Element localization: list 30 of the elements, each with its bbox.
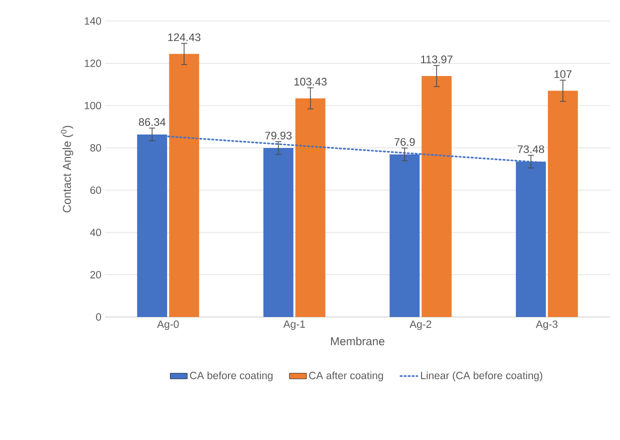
x-tick-label: Ag-1 <box>283 320 305 330</box>
y-tick-label: 120 <box>84 60 102 67</box>
data-label: 76.9 <box>394 138 415 146</box>
legend-label: CA after coating <box>309 372 383 382</box>
y-tick-label: 40 <box>90 228 102 236</box>
y-tick-label: 60 <box>90 186 102 194</box>
y-tick-label: 0 <box>96 313 102 321</box>
data-label: 79.93 <box>265 132 292 140</box>
bar <box>263 148 294 317</box>
x-axis-title: Membrane <box>331 336 384 346</box>
data-label: 113.97 <box>421 56 452 64</box>
x-tick-label: Ag-0 <box>157 320 179 330</box>
data-label: 107 <box>554 70 572 78</box>
bar <box>422 76 452 317</box>
data-label: 124.43 <box>168 33 200 42</box>
data-label: 103.43 <box>294 78 327 86</box>
y-tick-label: 100 <box>84 102 102 110</box>
bar <box>169 54 200 317</box>
data-label: 86.34 <box>138 118 166 126</box>
bar <box>295 98 326 317</box>
y-tick-label: 140 <box>84 17 102 25</box>
x-tick-label: Ag-2 <box>410 320 432 330</box>
y-tick-label: 20 <box>90 271 102 278</box>
bar <box>548 90 578 317</box>
legend-label: CA before coating <box>190 372 273 382</box>
legend-label: Linear (CA before coating) <box>421 372 542 382</box>
x-tick-label: Ag-3 <box>536 320 558 330</box>
data-label: 73.48 <box>518 145 544 154</box>
y-axis-title: Contact Angle ($^{0}$) <box>60 126 74 212</box>
y-tick-label: 80 <box>90 144 102 152</box>
